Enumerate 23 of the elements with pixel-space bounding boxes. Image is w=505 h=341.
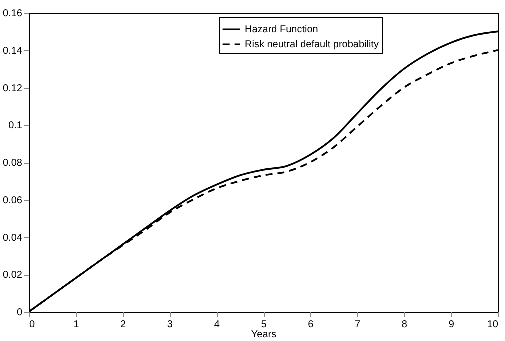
legend-label: Hazard Function (245, 24, 318, 36)
y-tick-label: 0.12 (3, 83, 23, 94)
x-tick-label: 5 (261, 320, 268, 330)
x-tick-label: 9 (448, 320, 455, 330)
y-tick-label: 0 (16, 308, 23, 318)
x-axis-title: Years (251, 330, 277, 340)
x-tick-label: 10 (487, 320, 499, 330)
y-tick-label: 0.02 (3, 270, 23, 282)
x-tick-label: 3 (167, 320, 174, 330)
x-tick-label: 8 (402, 320, 408, 330)
y-tick-label: 0.08 (3, 158, 23, 169)
y-tick-label: 0.1 (8, 120, 23, 132)
x-tick-label: 1 (74, 320, 80, 330)
x-tick-label: 7 (355, 320, 362, 330)
y-tick-label: 0.16 (3, 8, 23, 20)
y-tick-label: 0.06 (3, 195, 23, 206)
legend-label: Risk neutral default probability (245, 40, 379, 50)
y-tick-label: 0.04 (3, 232, 23, 244)
x-tick-label: 6 (308, 320, 314, 330)
x-tick-label: 0 (30, 320, 36, 330)
x-tick-label: 4 (214, 320, 220, 330)
y-tick-label: 0.14 (3, 46, 23, 57)
x-tick-label: 2 (120, 320, 127, 330)
